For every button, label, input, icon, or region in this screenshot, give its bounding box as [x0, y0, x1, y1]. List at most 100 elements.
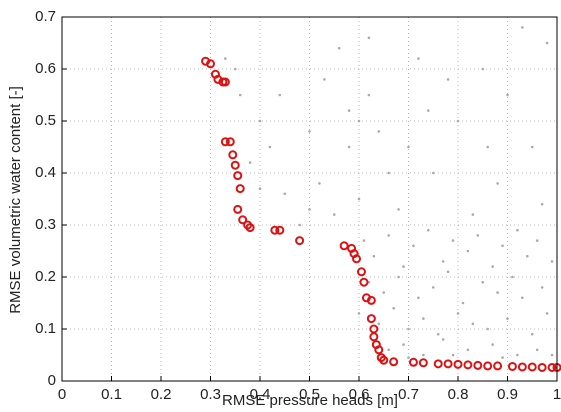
y-tick-label: 0.2 [35, 268, 56, 285]
sample-point [382, 291, 386, 294]
pareto-point [433, 359, 443, 369]
pareto-point [443, 359, 453, 369]
sample-point [521, 26, 524, 29]
pareto-point [270, 225, 280, 235]
sample-point [471, 322, 475, 326]
sample-point [516, 228, 519, 232]
sample-point [233, 67, 237, 71]
sample-point [248, 161, 252, 164]
sample-point [491, 265, 494, 268]
sample-point [422, 317, 425, 320]
sample-point [486, 327, 490, 331]
pareto-point [453, 359, 463, 369]
sample-point [407, 356, 410, 359]
pareto-point [463, 360, 473, 370]
sample-point [530, 145, 534, 149]
pareto-point [359, 277, 369, 287]
pareto-point [356, 267, 366, 277]
sample-point [357, 312, 361, 315]
sample-point [431, 286, 435, 289]
sample-point [323, 78, 326, 81]
sample-point [506, 317, 509, 320]
pareto-point [418, 358, 428, 368]
sample-point [372, 254, 376, 258]
sample-point [496, 291, 499, 294]
sample-point [540, 286, 544, 289]
sample-point [357, 197, 361, 201]
pareto-point [233, 171, 243, 181]
x-tick-label: 0.8 [448, 386, 469, 403]
x-tick-label: 0 [58, 386, 66, 403]
pareto-point [225, 137, 235, 147]
x-tick-label: 0.5 [299, 386, 320, 403]
pareto-point [547, 362, 557, 372]
sample-point [550, 353, 554, 357]
sample-point [258, 187, 262, 190]
sample-point [461, 301, 465, 305]
sample-point [530, 332, 534, 336]
pareto-point [366, 295, 376, 305]
sample-point [441, 338, 445, 341]
sample-point [362, 239, 366, 242]
plot-area [62, 17, 557, 381]
sample-point [456, 312, 460, 315]
sample-point [417, 296, 420, 300]
sample-point [451, 239, 455, 242]
pareto-point [537, 362, 547, 372]
y-tick-label: 0 [48, 372, 56, 389]
sample-point [337, 46, 341, 50]
pareto-point [238, 215, 248, 225]
sample-point [471, 213, 475, 216]
sample-point [486, 145, 490, 149]
x-tick-label: 0.2 [151, 386, 172, 403]
pareto-point [220, 77, 230, 87]
pareto-point [366, 314, 376, 324]
pareto-point [295, 236, 305, 246]
sample-point [412, 244, 415, 248]
pareto-point [228, 150, 238, 160]
sample-point [377, 322, 381, 326]
pareto-point [369, 332, 379, 342]
sample-point [466, 249, 470, 253]
x-tick-label: 0.1 [101, 386, 122, 403]
sample-point [417, 57, 420, 60]
sample-point [436, 332, 440, 336]
pareto-point [245, 223, 255, 233]
y-tick-label: 0.5 [35, 112, 56, 129]
pareto-point [220, 137, 230, 147]
sample-point [402, 265, 405, 268]
x-tick-label: 0.7 [398, 386, 419, 403]
pareto-point [339, 241, 349, 251]
sample-point [377, 130, 381, 133]
y-tick-label: 0.1 [35, 320, 56, 337]
sample-point [481, 280, 485, 284]
sample-point [308, 130, 311, 133]
pareto-point [517, 362, 527, 372]
sample-point [387, 348, 391, 352]
sample-point [367, 36, 371, 40]
sample-point [283, 192, 287, 196]
pareto-point [206, 59, 215, 69]
y-axis-label: RMSE volumetric water content [-] [7, 86, 24, 314]
sample-point [431, 171, 435, 175]
sample-point [402, 343, 405, 346]
sample-point [446, 270, 450, 274]
sample-point [278, 93, 282, 97]
y-tick-label: 0.6 [35, 60, 56, 77]
sample-point [392, 306, 395, 310]
sample-point [332, 213, 336, 216]
sample-point [516, 353, 519, 357]
pareto-point [389, 357, 399, 367]
sample-point [347, 109, 351, 112]
pareto-point [379, 355, 389, 365]
sample-point [407, 327, 410, 331]
sample-point [298, 223, 301, 227]
pareto-point [473, 360, 483, 370]
sample-point [466, 348, 470, 352]
x-axis-label: RMSE pressure heads [m] [222, 392, 398, 409]
sample-point [387, 234, 391, 237]
sample-point [501, 244, 504, 248]
y-tick-label: 0.4 [35, 164, 56, 181]
sample-point [347, 145, 351, 149]
